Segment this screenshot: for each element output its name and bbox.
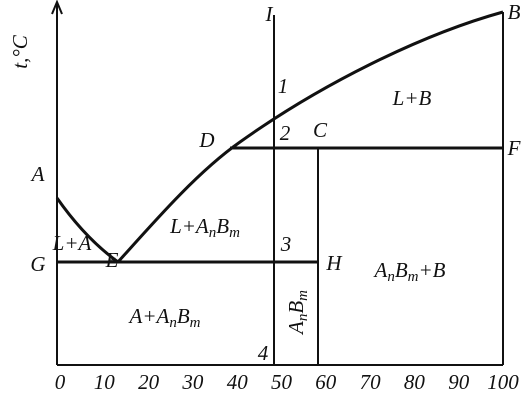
region-label: L+AnBm [169,214,240,242]
point-label: 2 [280,121,291,145]
point-label: A [30,162,45,186]
point-label: 3 [280,232,292,256]
label-part: A [284,321,308,336]
region-label: A+AnBm [128,304,201,332]
label-part: L+A [52,231,92,255]
x-tick-label: 100 [487,370,519,394]
point-label: C [313,118,328,142]
point-label: H [325,251,343,275]
label-part: L+A [169,214,209,238]
x-tick-label: 0 [55,370,66,394]
x-tick-label: 90 [448,370,470,394]
point-label: D [198,128,214,152]
point-label: I [265,2,274,26]
point-label: G [30,252,45,276]
label-part: A+A [128,304,170,328]
subscript: m [229,225,240,241]
region-label: L+A [52,231,92,255]
subscript: m [408,269,419,285]
x-tick-label: 10 [94,370,116,394]
x-tick-label: 30 [181,370,204,394]
point-label: B [508,0,521,24]
label-part: A [373,258,388,282]
region-label: AnBm [284,290,312,336]
label-part: L+B [392,86,432,110]
point-label: 4 [258,341,269,365]
label-part: +B [419,258,446,282]
x-tick-label: 50 [271,370,293,394]
x-tick-label: 70 [360,370,382,394]
subscript: n [295,314,311,322]
label-part: B [216,214,229,238]
subscript: m [295,290,311,301]
x-tick-label: 40 [227,370,249,394]
label-part: B [284,301,308,314]
region-label: L+B [392,86,432,110]
region-label: AnBm+B [373,258,446,286]
subscript: n [209,225,217,241]
subscript: n [387,269,395,285]
point-label: E [105,248,119,272]
liquidus-a [55,197,119,264]
x-tick-label: 20 [138,370,160,394]
x-tick-label: 80 [404,370,426,394]
y-axis-label: t,°C [8,34,32,68]
x-tick-label: 60 [315,370,337,394]
label-part: B [395,258,408,282]
label-part: B [177,304,190,328]
subscript: n [169,315,177,331]
subscript: m [190,315,201,331]
liquidus-b [116,10,504,263]
point-label: 1 [278,74,289,98]
axis-arrow [51,0,63,15]
point-label: F [507,136,521,160]
